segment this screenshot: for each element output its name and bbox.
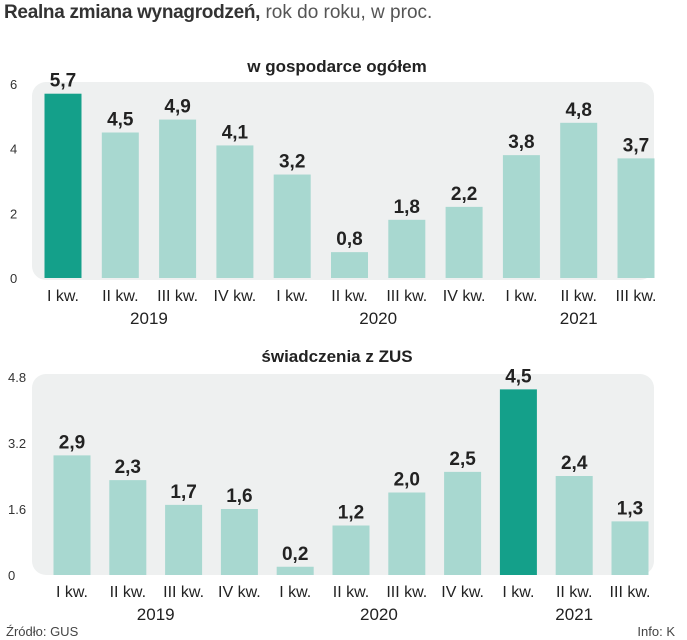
credit-note: Info: K <box>637 624 675 639</box>
bar <box>109 480 147 575</box>
chart-header: Realna zmiana wynagrodzeń, rok do roku, … <box>4 2 432 24</box>
bar <box>53 455 91 575</box>
bar <box>388 219 426 278</box>
x-tick-label: II kw. <box>110 584 146 601</box>
y-tick-label: 4 <box>10 142 17 157</box>
year-label: 2021 <box>555 605 593 624</box>
year-label: 2020 <box>360 605 398 624</box>
bar <box>331 252 368 278</box>
bar <box>555 476 593 575</box>
y-tick-label: 2 <box>10 206 17 221</box>
bar-value-label: 2,4 <box>561 453 588 474</box>
y-tick-label: 4.8 <box>8 370 26 385</box>
panel-title: w gospodarce ogółem <box>246 57 426 76</box>
x-tick-label: I kw. <box>505 288 537 305</box>
bar-value-label: 2,0 <box>394 470 420 491</box>
x-tick-label: I kw. <box>502 584 534 601</box>
bar-value-label: 2,9 <box>59 432 85 453</box>
bar <box>617 158 655 278</box>
bar <box>332 525 370 575</box>
bar <box>220 509 258 575</box>
x-tick-label: IV kw. <box>443 288 486 305</box>
bar-value-label: 2,5 <box>449 449 476 470</box>
x-tick-label: III kw. <box>386 584 427 601</box>
bar-value-label: 1,8 <box>394 197 420 218</box>
x-tick-label: IV kw. <box>214 288 257 305</box>
bar <box>276 566 314 575</box>
x-tick-label: III kw. <box>157 288 198 305</box>
bar-value-label: 1,6 <box>226 486 252 507</box>
y-tick-label: 0 <box>8 568 15 583</box>
y-tick-label: 6 <box>10 77 17 92</box>
bar <box>499 389 537 575</box>
bar <box>502 155 540 278</box>
y-tick-label: 3.2 <box>8 436 26 451</box>
bar-value-label: 4,8 <box>565 100 591 121</box>
bar-value-label: 4,5 <box>107 110 134 131</box>
bar <box>216 145 254 278</box>
x-tick-label: I kw. <box>56 584 88 601</box>
y-tick-label: 1.6 <box>8 502 26 517</box>
bar-value-label: 0,8 <box>336 229 362 250</box>
x-tick-label: III kw. <box>386 288 427 305</box>
bar <box>101 132 139 278</box>
bar-value-label: 1,3 <box>617 498 643 519</box>
bar-value-label: 1,7 <box>170 482 196 503</box>
x-tick-label: II kw. <box>331 288 367 305</box>
bar-value-label: 3,2 <box>279 152 305 173</box>
bar <box>611 521 649 575</box>
bar-value-label: 4,1 <box>222 122 249 143</box>
bar-value-label: 5,7 <box>50 71 76 92</box>
bar-value-label: 2,3 <box>115 457 141 478</box>
x-tick-label: IV kw. <box>441 584 484 601</box>
x-tick-label: I kw. <box>279 584 311 601</box>
bar-value-label: 3,7 <box>623 135 649 156</box>
x-tick-label: I kw. <box>47 288 79 305</box>
x-tick-label: III kw. <box>610 584 651 601</box>
x-tick-label: IV kw. <box>218 584 261 601</box>
bar <box>44 93 82 278</box>
bar-value-label: 0,2 <box>282 544 308 565</box>
year-label: 2019 <box>130 309 168 328</box>
x-tick-label: III kw. <box>616 288 657 305</box>
bar-value-label: 4,9 <box>164 97 190 118</box>
panel-title: świadczenia z ZUS <box>261 347 412 366</box>
bar <box>445 206 483 278</box>
year-label: 2020 <box>359 309 397 328</box>
chart-subtitle: rok do roku, w proc. <box>260 2 433 23</box>
y-tick-label: 0 <box>10 271 17 286</box>
bar <box>159 119 197 278</box>
x-tick-label: II kw. <box>560 288 596 305</box>
bar-value-label: 3,8 <box>508 132 534 153</box>
bar <box>165 504 203 575</box>
bar <box>388 492 426 575</box>
bar-value-label: 1,2 <box>338 503 364 524</box>
year-label: 2019 <box>137 605 175 624</box>
x-tick-label: I kw. <box>276 288 308 305</box>
x-tick-label: II kw. <box>556 584 592 601</box>
bar-value-label: 4,5 <box>505 366 532 387</box>
x-tick-label: II kw. <box>333 584 369 601</box>
bar <box>560 122 598 278</box>
source-note: Źródło: GUS <box>6 624 79 639</box>
x-tick-label: II kw. <box>102 288 138 305</box>
chart-title: Realna zmiana wynagrodzeń, <box>4 2 261 23</box>
x-tick-label: III kw. <box>163 584 204 601</box>
year-label: 2021 <box>560 309 598 328</box>
bar <box>273 174 311 278</box>
bar <box>444 471 482 575</box>
bar-value-label: 2,2 <box>451 184 477 205</box>
